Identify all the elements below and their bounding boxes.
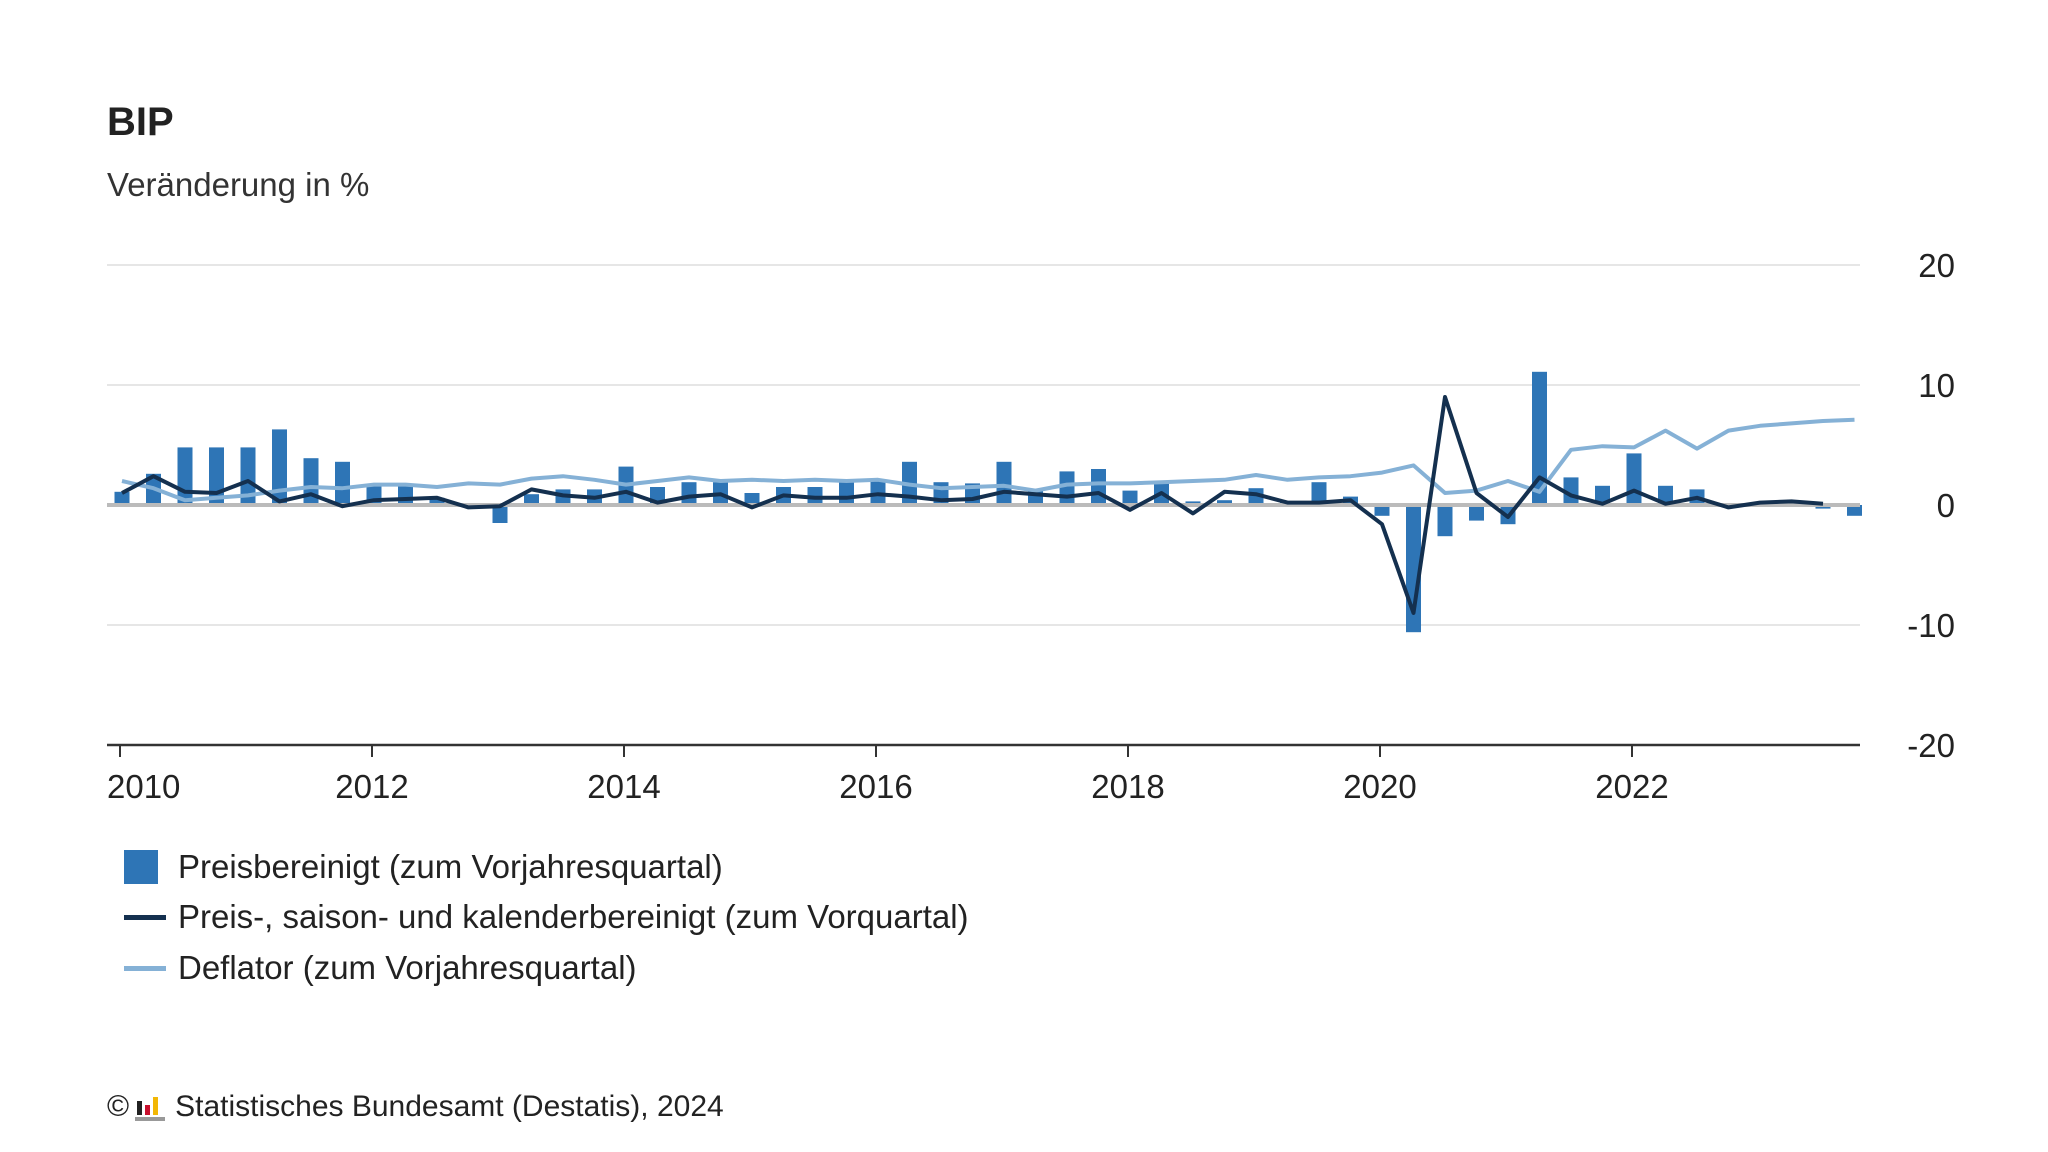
bar [1374, 505, 1390, 516]
x-tick-label: 2018 [1091, 768, 1164, 805]
chart-title: BIP [107, 100, 174, 144]
x-tick-label: 2022 [1595, 768, 1668, 805]
bar [524, 494, 539, 505]
line-series [121, 395, 1855, 615]
bar [1122, 490, 1138, 505]
legend-item-dark-line[interactable]: Preis-, saison- und kalenderbereinigt (z… [122, 895, 969, 939]
line-swatch-icon [124, 966, 166, 971]
bar [114, 491, 130, 505]
bar [429, 497, 445, 505]
bar [1091, 469, 1106, 505]
bar [1626, 453, 1642, 505]
bar [744, 493, 760, 505]
bar [1059, 471, 1075, 505]
x-tick-label: 2020 [1343, 768, 1416, 805]
bar [1217, 500, 1232, 505]
bar [240, 447, 256, 505]
x-tick-label: 2014 [587, 768, 660, 805]
source-footer: © Statistisches Bundesamt (Destatis), 20… [107, 1090, 724, 1124]
legend-label: Deflator (zum Vorjahresquartal) [178, 949, 637, 986]
bar [681, 482, 697, 505]
bar [839, 482, 854, 505]
source-text: Statistisches Bundesamt (Destatis), 2024 [175, 1090, 724, 1123]
bar [272, 429, 287, 505]
bar [398, 485, 413, 505]
copyright-symbol: © [107, 1090, 130, 1123]
grid-layer [107, 264, 1860, 626]
x-tick-label: 2016 [839, 768, 912, 805]
x-tick-label: 2012 [335, 768, 408, 805]
line-swatch-icon [124, 915, 166, 920]
x-axis: 2010 2012 2014 2016 2018 2020 2022 [107, 743, 1860, 805]
bar [492, 505, 508, 523]
bar [1469, 505, 1484, 521]
bar [1532, 371, 1547, 505]
bar [1437, 505, 1453, 537]
bar-swatch-icon [124, 850, 158, 884]
y-tick-label: 20 [1918, 247, 1955, 284]
y-tick-label: -10 [1907, 607, 1955, 644]
bar [335, 461, 350, 505]
x-tick-label: 2010 [107, 768, 180, 805]
vorquartal-line [121, 395, 1824, 615]
y-axis-labels: 20 10 0 -10 -20 [1907, 247, 1955, 764]
bar [996, 461, 1012, 505]
chart-subtitle: Veränderung in % [107, 166, 370, 203]
y-tick-label: 0 [1937, 487, 1955, 524]
destatis-logo-icon [135, 1093, 166, 1121]
y-tick-label: 10 [1918, 367, 1955, 404]
legend-label: Preis-, saison- und kalenderbereinigt (z… [178, 898, 969, 935]
bar [1311, 482, 1327, 505]
bar [1847, 505, 1862, 516]
y-tick-label: -20 [1907, 727, 1955, 764]
legend-label: Preisbereinigt (zum Vorjahresquartal) [178, 848, 723, 885]
legend-item-bars[interactable]: Preisbereinigt (zum Vorjahresquartal) [122, 845, 723, 889]
deflator-line [121, 417, 1855, 503]
legend-item-light-line[interactable]: Deflator (zum Vorjahresquartal) [122, 946, 637, 990]
